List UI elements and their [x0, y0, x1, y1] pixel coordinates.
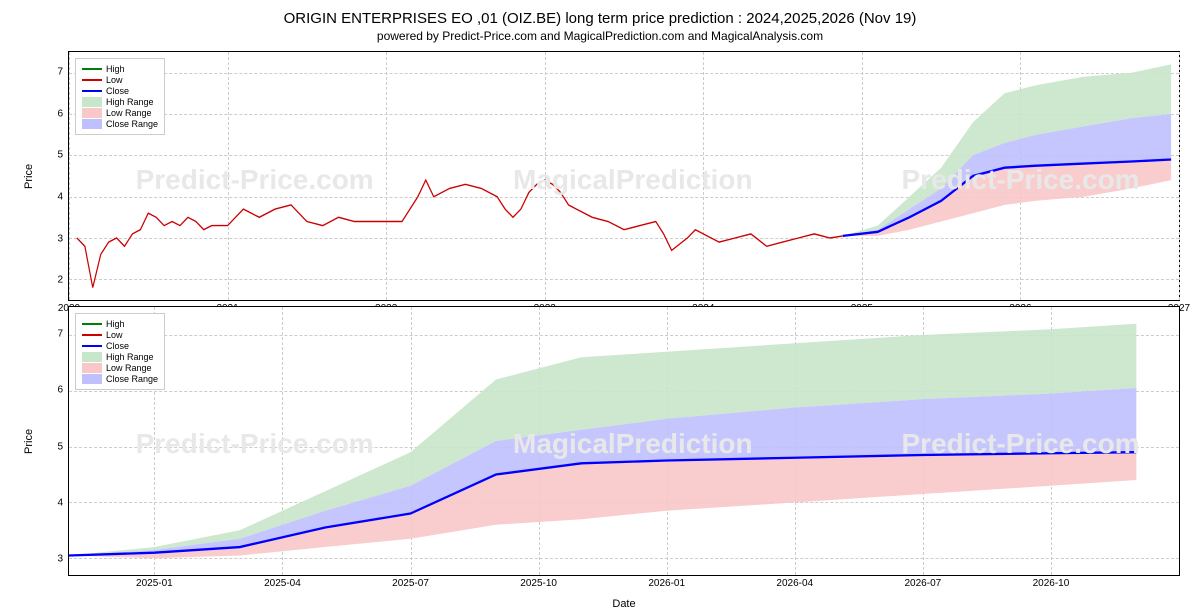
y-tick-label: 6	[57, 108, 63, 119]
legend-item: High	[82, 319, 158, 329]
chart-legend: HighLowCloseHigh RangeLow RangeClose Ran…	[75, 313, 165, 390]
y-tick-label: 4	[57, 497, 63, 508]
legend-label: High Range	[106, 352, 154, 362]
legend-item: High Range	[82, 97, 158, 107]
y-axis-label: Price	[20, 306, 38, 576]
chart-container: ORIGIN ENTERPRISES EO ,01 (OIZ.BE) long …	[0, 0, 1200, 600]
y-tick-label: 2	[57, 275, 63, 286]
legend-label: Close Range	[106, 119, 158, 129]
x-tick-label: 2026-07	[904, 578, 941, 589]
plot-area-top: Predict-Price.com MagicalPrediction Pred…	[68, 51, 1180, 301]
legend-swatch	[82, 68, 102, 70]
y-ticks-top: 2 3 4 5 6 7	[38, 51, 68, 301]
y-ticks-bottom: 3 4 5 6 7	[38, 306, 68, 576]
legend-label: Close	[106, 341, 129, 351]
bottom-chart: Price 3 4 5 6 7 Predict-Price.com MagicalPre…	[20, 306, 1180, 576]
chart-legend: HighLowCloseHigh RangeLow RangeClose Ran…	[75, 58, 165, 135]
legend-item: Close Range	[82, 119, 158, 129]
legend-swatch	[82, 363, 102, 373]
legend-label: High Range	[106, 97, 154, 107]
y-tick-label: 3	[57, 554, 63, 565]
legend-swatch	[82, 79, 102, 81]
legend-item: Low	[82, 75, 158, 85]
legend-item: High	[82, 64, 158, 74]
legend-swatch	[82, 90, 102, 92]
y-tick-label: 3	[57, 233, 63, 244]
x-tick-label: 2025-01	[136, 578, 173, 589]
legend-label: Close Range	[106, 374, 158, 384]
legend-label: Low Range	[106, 363, 152, 373]
y-axis-label: Price	[20, 51, 38, 301]
legend-swatch	[82, 345, 102, 347]
x-tick-label: 2026-04	[776, 578, 813, 589]
legend-label: Close	[106, 86, 129, 96]
chart-subtitle: powered by Predict-Price.com and Magical…	[20, 29, 1180, 43]
x-tick-label: 2026-10	[1033, 578, 1070, 589]
legend-label: Low	[106, 330, 123, 340]
legend-item: Low Range	[82, 363, 158, 373]
x-tick-label: 2025-07	[392, 578, 429, 589]
legend-item: Close Range	[82, 374, 158, 384]
legend-swatch	[82, 97, 102, 107]
legend-swatch	[82, 334, 102, 336]
x-tick-label: 2025-04	[264, 578, 301, 589]
y-tick-label: 6	[57, 385, 63, 396]
legend-label: High	[106, 64, 125, 74]
legend-swatch	[82, 119, 102, 129]
y-tick-label: 5	[57, 441, 63, 452]
y-tick-label: 5	[57, 150, 63, 161]
y-tick-label: 7	[57, 66, 63, 77]
legend-swatch	[82, 108, 102, 118]
top-chart: Price 2 3 4 5 6 7 Predict-Price.com MagicalPr…	[20, 51, 1180, 301]
legend-label: High	[106, 319, 125, 329]
chart-title: ORIGIN ENTERPRISES EO ,01 (OIZ.BE) long …	[20, 10, 1180, 27]
legend-item: Close	[82, 86, 158, 96]
x-tick-label: 2025-10	[520, 578, 557, 589]
legend-item: High Range	[82, 352, 158, 362]
chart-svg	[69, 307, 1179, 575]
x-ticks-bottom: 2025-01 2025-04 2025-07 2025-10 2026-01 2026-…	[69, 578, 1179, 593]
chart-svg	[69, 52, 1179, 300]
legend-swatch	[82, 323, 102, 325]
plot-area-bottom: Predict-Price.com MagicalPrediction Pred…	[68, 306, 1180, 576]
legend-swatch	[82, 374, 102, 384]
legend-item: Low	[82, 330, 158, 340]
legend-item: Close	[82, 341, 158, 351]
x-tick-label: 2026-01	[648, 578, 685, 589]
legend-swatch	[82, 352, 102, 362]
legend-label: Low	[106, 75, 123, 85]
y-tick-label: 7	[57, 329, 63, 340]
legend-label: Low Range	[106, 108, 152, 118]
legend-item: Low Range	[82, 108, 158, 118]
y-tick-label: 4	[57, 191, 63, 202]
